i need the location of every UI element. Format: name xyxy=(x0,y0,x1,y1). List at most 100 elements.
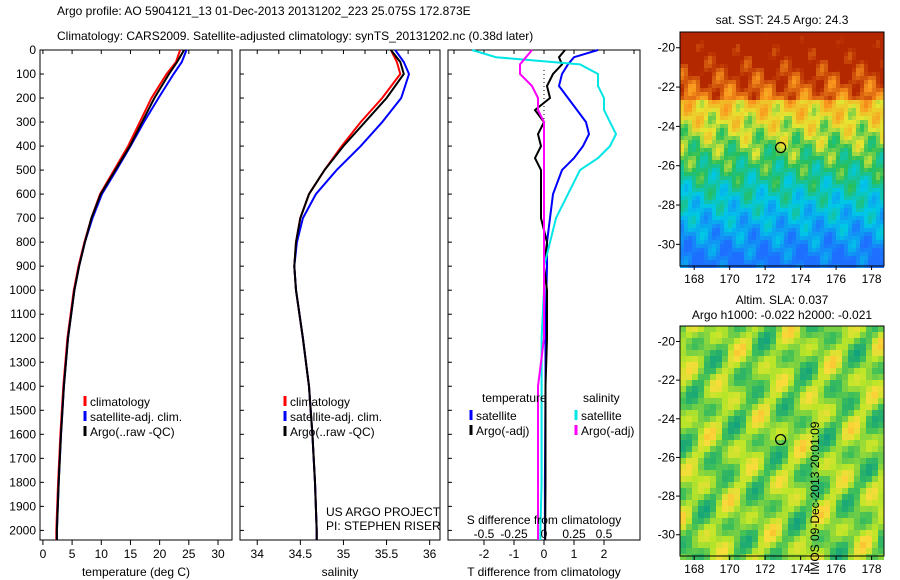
map-cell xyxy=(688,40,692,44)
map-cell xyxy=(788,120,792,124)
map-cell xyxy=(832,140,836,144)
map-cell xyxy=(680,440,686,446)
map-cell xyxy=(868,64,872,68)
map-cell xyxy=(824,220,828,224)
map-cell xyxy=(710,356,716,362)
map-cell xyxy=(876,196,880,200)
map-cell xyxy=(856,116,860,120)
map-cell xyxy=(844,180,848,184)
map-cell xyxy=(776,200,780,204)
map-cell xyxy=(746,506,752,512)
map-cell xyxy=(680,32,684,36)
map-cell xyxy=(734,500,740,506)
map-cell xyxy=(866,428,872,434)
map-cell xyxy=(752,144,756,148)
map-cell xyxy=(806,464,812,470)
map-cell xyxy=(840,144,844,148)
map-cell xyxy=(848,72,852,76)
map-cell xyxy=(804,172,808,176)
map-cell xyxy=(776,260,780,264)
map-cell xyxy=(756,144,760,148)
map-cell xyxy=(740,124,744,128)
map-cell xyxy=(860,68,864,72)
map-cell xyxy=(772,248,776,252)
map-cell xyxy=(792,80,796,84)
map-cell xyxy=(796,148,800,152)
map-cell xyxy=(828,32,832,36)
map-cell xyxy=(736,144,740,148)
map-cell xyxy=(842,488,848,494)
map-cell xyxy=(698,494,704,500)
map-cell xyxy=(828,112,832,116)
map-cell xyxy=(842,368,848,374)
map-cell xyxy=(832,80,836,84)
map-cell xyxy=(788,530,794,536)
map-cell xyxy=(720,188,724,192)
map-cell xyxy=(852,200,856,204)
map-cell xyxy=(744,252,748,256)
map-cell xyxy=(868,192,872,196)
map-cell xyxy=(832,176,836,180)
map-cell xyxy=(770,446,776,452)
map-cell xyxy=(832,244,836,248)
map-cell xyxy=(722,338,728,344)
map-cell xyxy=(824,116,828,120)
map-cell xyxy=(788,344,794,350)
map-cell xyxy=(808,152,812,156)
map-cell xyxy=(684,128,688,132)
map-cell xyxy=(728,248,732,252)
map-cell xyxy=(866,392,872,398)
map-cell xyxy=(780,32,784,36)
map-cell xyxy=(872,168,876,172)
map-cell xyxy=(800,524,806,530)
map-cell xyxy=(782,422,788,428)
map-cell xyxy=(732,252,736,256)
map-cell xyxy=(800,344,806,350)
map-cell xyxy=(704,344,710,350)
map-cell xyxy=(864,68,868,72)
map-cell xyxy=(684,200,688,204)
legend-label: Argo(..raw -QC) xyxy=(290,425,375,439)
map-cell xyxy=(686,398,692,404)
map-cell xyxy=(820,140,824,144)
map-cell xyxy=(688,220,692,224)
map-cell xyxy=(842,332,848,338)
map-cell xyxy=(736,232,740,236)
map-cell xyxy=(752,128,756,132)
map-cell xyxy=(816,188,820,192)
map-cell xyxy=(860,124,864,128)
map-cell xyxy=(728,160,732,164)
map-cell xyxy=(792,32,796,36)
map-cell xyxy=(812,386,818,392)
map-cell xyxy=(818,440,824,446)
map-cell xyxy=(680,108,684,112)
map-cell xyxy=(848,404,854,410)
map-cell xyxy=(812,228,816,232)
map-cell xyxy=(842,446,848,452)
map-cell xyxy=(712,116,716,120)
map-cell xyxy=(816,216,820,220)
map-cell xyxy=(720,84,724,88)
map-cell xyxy=(764,428,770,434)
map-cell xyxy=(824,392,830,398)
map-cell xyxy=(872,326,878,332)
map-cell xyxy=(830,410,836,416)
map-cell xyxy=(686,524,692,530)
map-cell xyxy=(878,368,884,374)
map-cell xyxy=(684,148,688,152)
map-cell xyxy=(788,248,792,252)
map-cell xyxy=(758,362,764,368)
map-cell xyxy=(680,374,686,380)
map-cell xyxy=(864,136,868,140)
map-cell xyxy=(698,362,704,368)
map-cell xyxy=(712,44,716,48)
map-cell xyxy=(756,168,760,172)
map-cell xyxy=(788,350,794,356)
legend-label: climatology xyxy=(290,395,350,409)
map-cell xyxy=(800,68,804,72)
map-cell xyxy=(724,172,728,176)
map-cell xyxy=(752,72,756,76)
map-cell xyxy=(848,132,852,136)
map-cell xyxy=(740,72,744,76)
map-cell xyxy=(866,440,872,446)
